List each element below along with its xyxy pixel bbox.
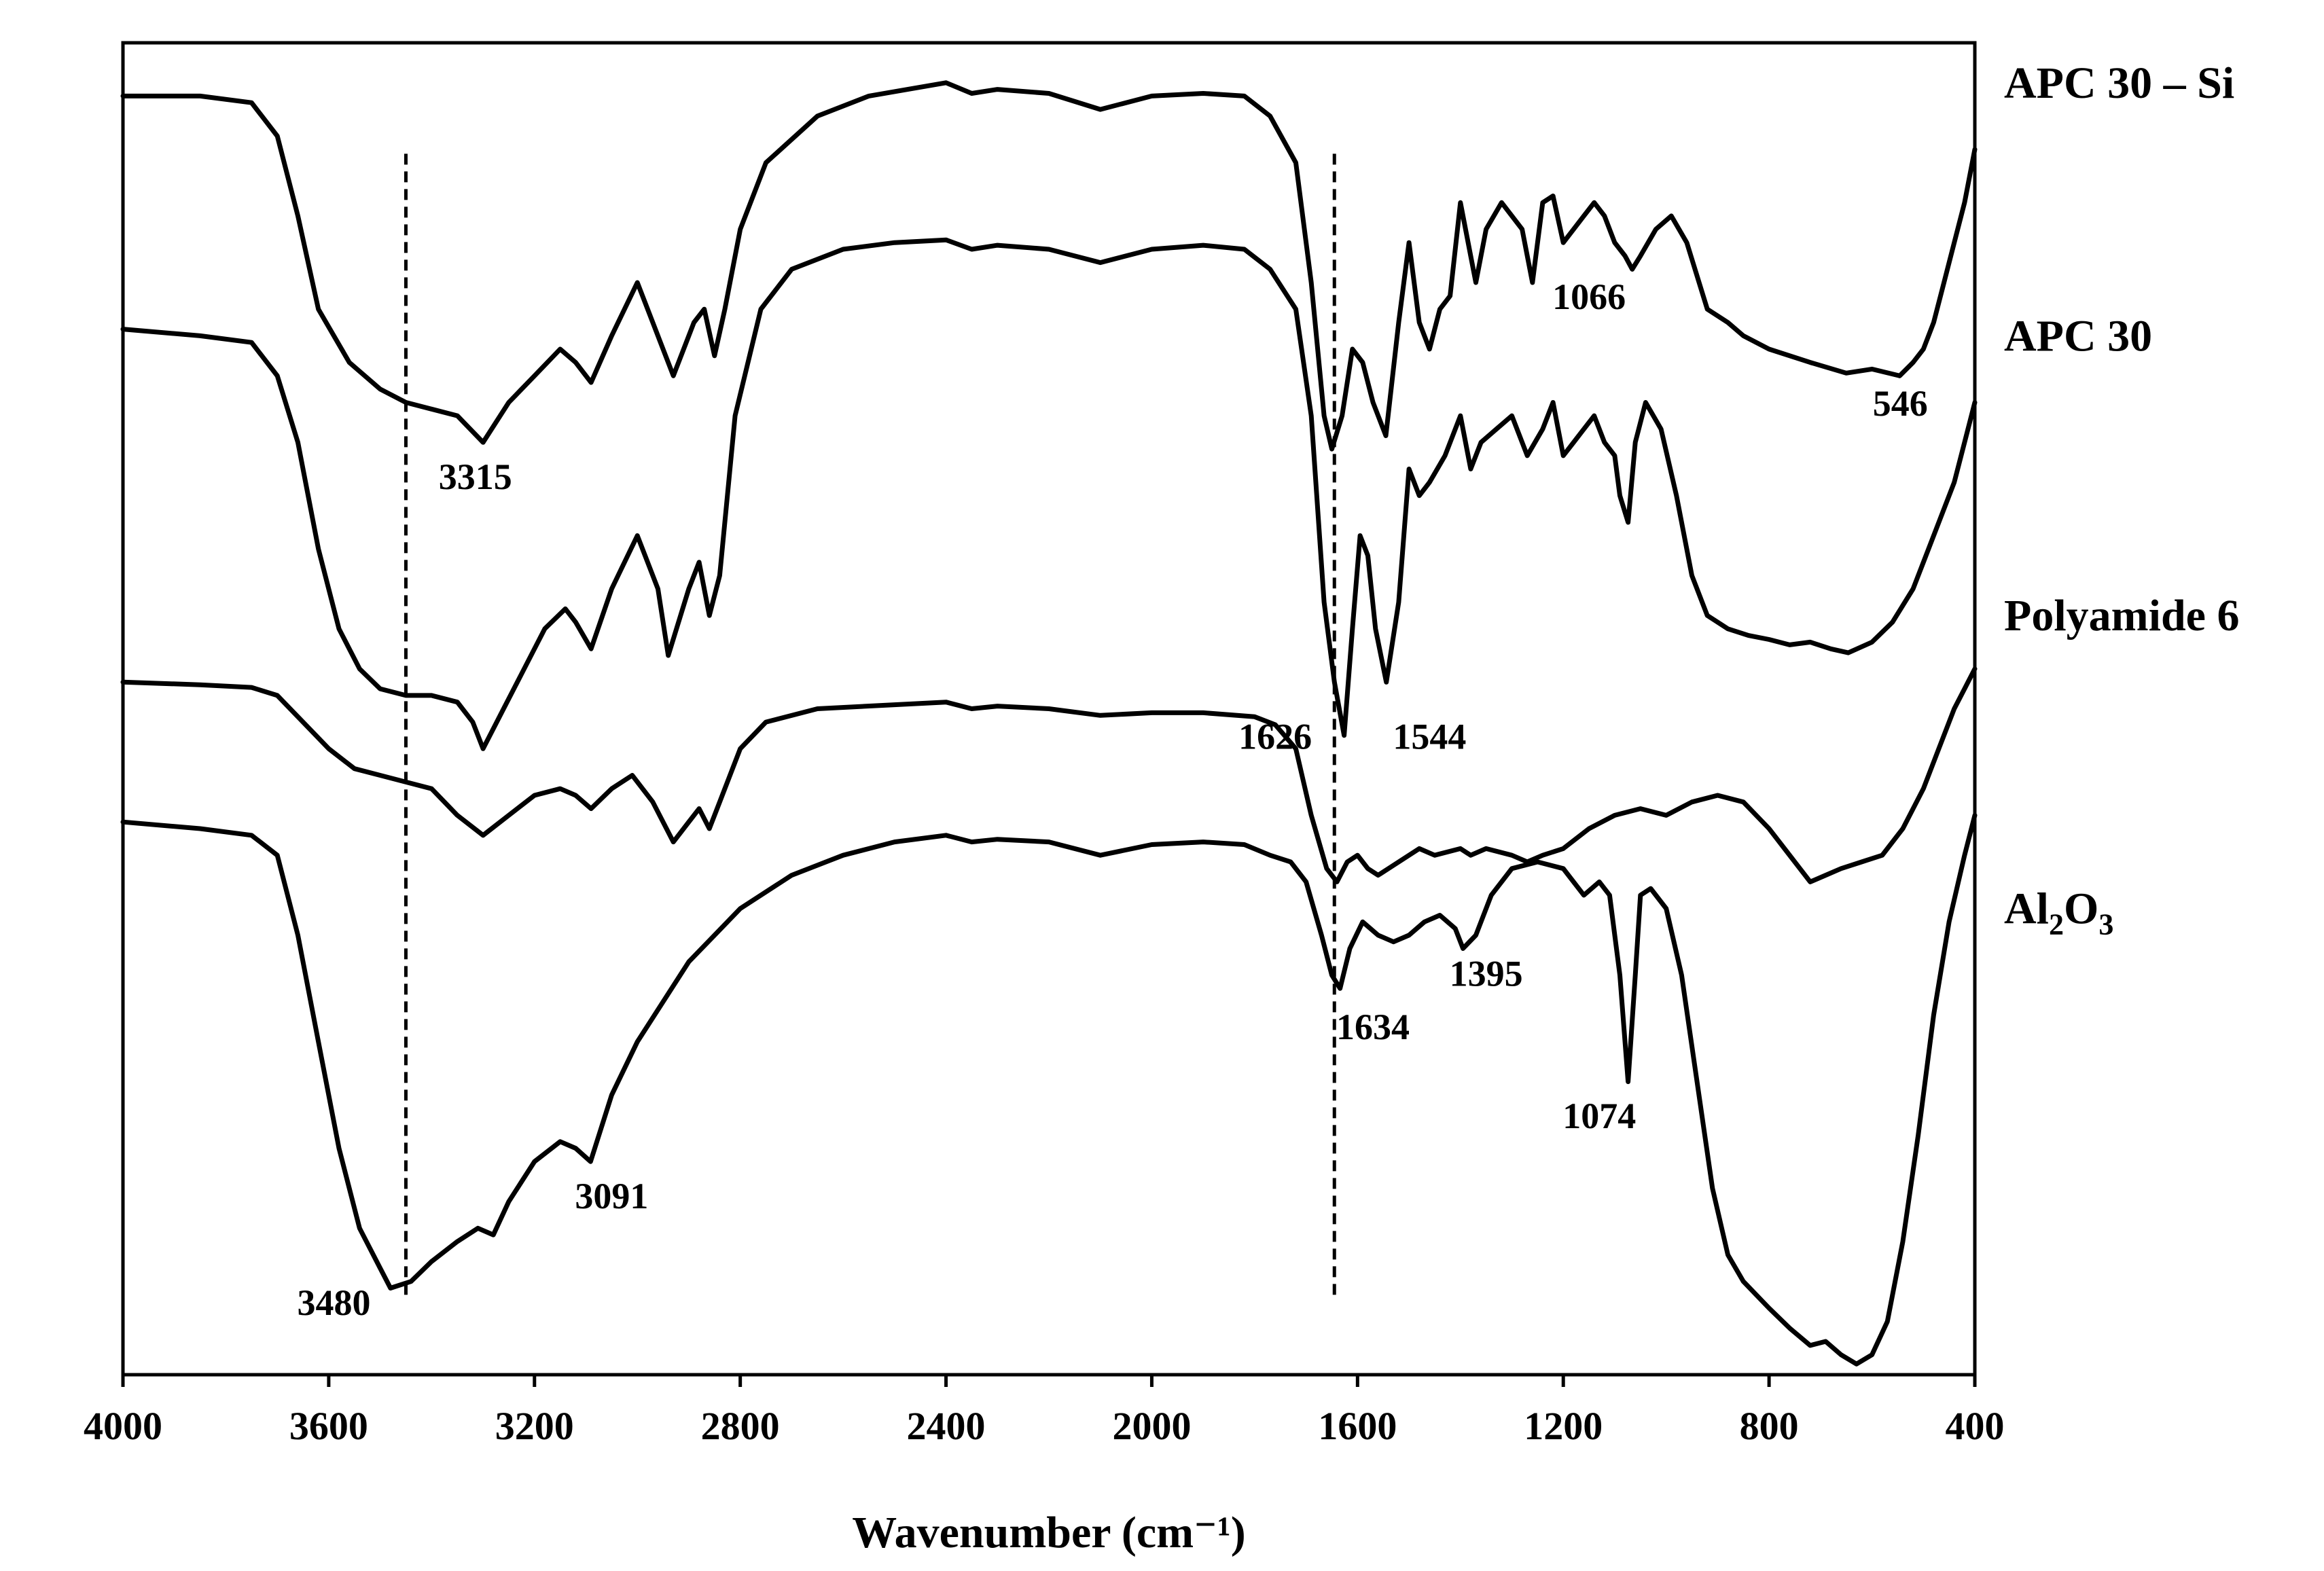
plot-frame (121, 41, 1977, 1377)
x-tick-label-3: 2800 (701, 1404, 780, 1448)
peak-label-7: 1634 (1336, 1007, 1410, 1047)
x-tick-label-5: 2000 (1112, 1404, 1191, 1448)
x-tick-label-6: 1600 (1318, 1404, 1397, 1448)
series-labels: APC 30 – Si APC 30 Polyamide 6 Al2O3 (2004, 58, 2239, 941)
series-line-0 (120, 80, 1978, 452)
series-line-3 (120, 812, 1978, 1367)
series-line-2 (120, 666, 1978, 884)
peak-label-4: 1544 (1393, 716, 1466, 757)
x-axis-title: Wavenumber (cm⁻¹) (852, 1508, 1246, 1557)
peak-label-5: 1066 (1552, 276, 1626, 317)
peak-label-1: 3480 (297, 1282, 370, 1323)
x-tick-label-0: 4000 (84, 1404, 162, 1448)
peak-label-3: 1626 (1238, 716, 1312, 757)
peak-label-6: 546 (1873, 383, 1928, 424)
x-axis-ticks: 4000 3600 3200 2800 2400 2000 1600 1200 800 400 (84, 1375, 2005, 1448)
series-line-1 (120, 237, 1978, 751)
x-tick-label-2: 3200 (495, 1404, 574, 1448)
peak-label-0: 3315 (439, 456, 512, 497)
peak-label-2: 3091 (575, 1176, 648, 1216)
x-tick-label-7: 1200 (1524, 1404, 1603, 1448)
series-label-0: APC 30 – Si (2004, 58, 2234, 108)
series-lines (120, 80, 1978, 1367)
series-label-3: Al2O3 (2004, 884, 2113, 941)
x-tick-label-4: 2400 (907, 1404, 986, 1448)
peak-annotations: 3315 3480 3091 1626 1544 1066 546 1634 1395 1074 (297, 276, 1927, 1323)
series-label-2: Polyamide 6 (2004, 591, 2239, 640)
marker-lines (404, 149, 1336, 1295)
series-label-1: APC 30 (2004, 311, 2152, 361)
x-tick-label-8: 800 (1740, 1404, 1799, 1448)
x-tick-label-9: 400 (1946, 1404, 2005, 1448)
peak-label-8: 1395 (1450, 953, 1523, 994)
peak-label-9: 1074 (1562, 1096, 1636, 1136)
x-tick-label-1: 3600 (289, 1404, 368, 1448)
